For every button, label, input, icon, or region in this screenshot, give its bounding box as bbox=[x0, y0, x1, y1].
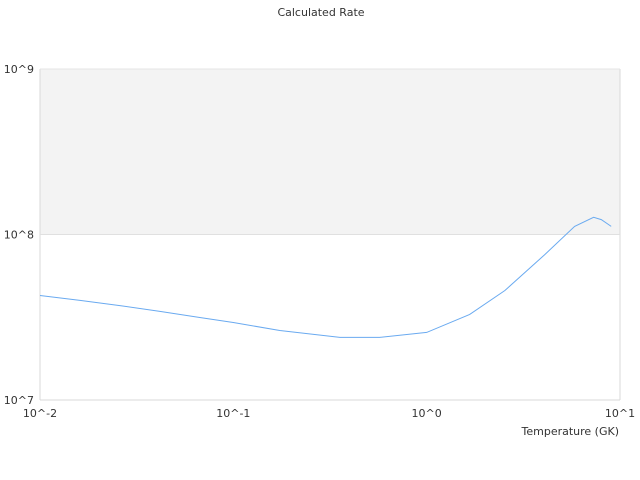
chart-title: Calculated Rate bbox=[277, 6, 364, 19]
x-tick-label: 10^-1 bbox=[216, 407, 250, 420]
x-tick-label: 10^0 bbox=[412, 407, 442, 420]
x-axis-label: Temperature (GK) bbox=[521, 425, 620, 438]
y-tick-label: 10^8 bbox=[4, 229, 34, 242]
x-tick-label: 10^1 bbox=[605, 407, 635, 420]
shaded-band bbox=[40, 69, 620, 235]
tick-labels: 10^-2 10^-1 10^0 10^1 10^7 10^8 10^9 bbox=[4, 63, 635, 420]
y-tick-label: 10^9 bbox=[4, 63, 34, 76]
series-line bbox=[39, 216, 612, 338]
y-tick-label: 10^7 bbox=[4, 394, 34, 407]
axes bbox=[39, 68, 621, 401]
x-tick-label: 10^-2 bbox=[23, 407, 57, 420]
